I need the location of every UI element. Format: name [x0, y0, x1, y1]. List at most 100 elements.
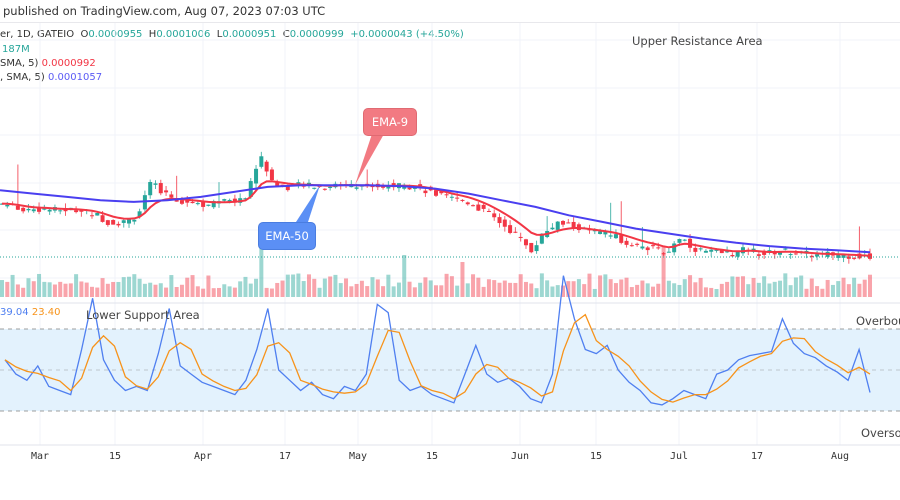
volume-bar: [111, 281, 116, 297]
candle-body: [79, 209, 84, 212]
volume-bar: [418, 282, 423, 297]
volume-bar: [455, 285, 460, 297]
publish-header: published on TradingView.com, Aug 07, 20…: [0, 0, 900, 23]
volume-bar: [513, 282, 518, 297]
volume-bar: [174, 286, 179, 297]
volume-bar: [672, 283, 677, 297]
volume-bar: [333, 274, 338, 297]
candle-body: [529, 242, 534, 253]
volume-bar: [629, 287, 634, 297]
volume-bar: [254, 278, 259, 297]
candle-body: [497, 217, 502, 224]
volume-bar: [312, 278, 317, 297]
candle-body: [772, 252, 777, 255]
rsi-ma-line: [4, 313, 871, 403]
candle-body: [836, 255, 841, 258]
volume-bar: [868, 274, 872, 297]
volume-bar: [788, 285, 793, 297]
time-axis-tick: Jul: [669, 451, 689, 462]
volume-bar: [545, 280, 550, 297]
volume-bar: [10, 274, 15, 297]
volume-bar: [275, 282, 280, 297]
candle-body: [285, 185, 290, 191]
volume-bar: [407, 281, 412, 297]
candle-body: [434, 190, 438, 196]
volume-bar: [148, 282, 153, 297]
candle-body: [561, 220, 566, 225]
candle-body: [846, 256, 851, 259]
volume-bar: [84, 282, 89, 297]
ema9-value: 0.0000992: [41, 58, 96, 69]
candle-body: [21, 207, 26, 212]
candle-body: [598, 231, 603, 234]
volume-bar: [211, 288, 216, 297]
volume-bar: [783, 273, 788, 297]
candle-body: [137, 211, 142, 217]
volume-bar: [518, 274, 523, 297]
volume-bar: [291, 274, 296, 297]
candle-body: [158, 183, 163, 194]
volume-bar: [232, 287, 237, 297]
volume-bar: [37, 273, 42, 297]
volume-bar: [666, 280, 671, 297]
volume-bar: [576, 279, 581, 297]
volume-bar: [100, 278, 105, 297]
candle-body: [195, 203, 200, 205]
volume-bar: [587, 273, 592, 297]
volume-bar: [259, 235, 264, 297]
volume-bar: [359, 280, 364, 297]
ema9-legend[interactable]: SMA, 5) 0.0000992: [0, 58, 96, 69]
candle-body: [762, 250, 767, 255]
candle-body: [100, 215, 105, 222]
volume-bar: [799, 275, 804, 297]
ema9-callout-text: EMA-9: [371, 115, 409, 129]
candle-body: [275, 182, 280, 186]
volume-bar: [449, 276, 454, 297]
volume-bar: [370, 277, 375, 297]
volume-bar: [179, 284, 184, 297]
volume-bar: [539, 273, 544, 297]
volume-bar: [651, 286, 655, 297]
volume-bar: [762, 276, 767, 297]
volume-bar: [185, 277, 190, 297]
time-axis-tick: May: [348, 451, 368, 462]
volume-bar: [846, 284, 851, 297]
candle-body: [629, 245, 634, 247]
candle-body: [476, 204, 481, 211]
candle-body: [190, 201, 195, 204]
candle-body: [868, 253, 872, 259]
volume-bar: [582, 284, 587, 297]
ema9-label: SMA, 5): [0, 58, 39, 69]
volume-bar: [550, 286, 555, 297]
ema9-callout-pointer: [355, 134, 384, 185]
candle-body: [672, 243, 677, 253]
candle-body: [444, 194, 449, 196]
candle-body: [227, 199, 232, 202]
volume-bar: [465, 283, 470, 297]
volume-bar: [730, 276, 735, 297]
volume-bar: [862, 279, 867, 297]
volume-bar: [31, 281, 36, 297]
volume-bar: [285, 274, 290, 297]
volume-bar: [852, 277, 857, 297]
candle-body: [502, 219, 507, 227]
volume-bar: [375, 279, 380, 297]
candle-body: [259, 156, 264, 167]
volume-bar: [296, 273, 301, 297]
candle-body: [412, 187, 417, 189]
volume-bar: [169, 275, 174, 297]
volume-bar: [164, 287, 169, 297]
volume-bar: [772, 281, 777, 297]
candle-body: [74, 210, 79, 213]
volume-bar: [703, 287, 708, 297]
candle-body: [778, 252, 783, 255]
candle-body: [756, 254, 761, 256]
symbol-label[interactable]: er, 1D, GATEIO: [0, 29, 75, 40]
candle-body: [682, 239, 687, 241]
ema50-label: , SMA, 5): [0, 72, 45, 83]
volume-bar: [105, 283, 110, 297]
volume-bar: [529, 283, 534, 297]
volume-bar: [497, 282, 502, 297]
ema50-legend[interactable]: , SMA, 5) 0.0001057: [0, 72, 102, 83]
